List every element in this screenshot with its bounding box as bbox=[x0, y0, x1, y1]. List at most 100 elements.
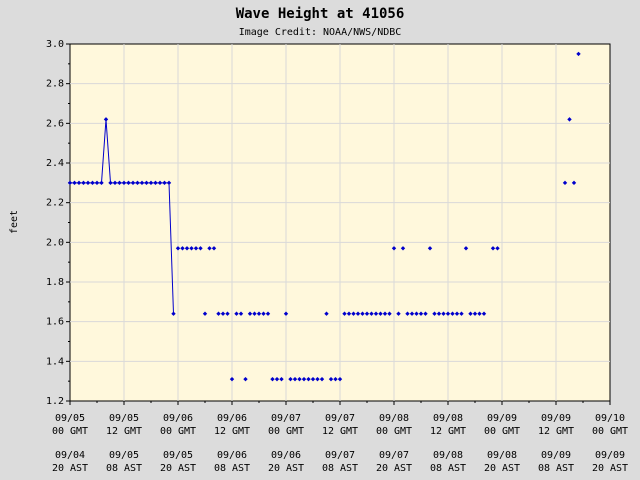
data-point bbox=[328, 376, 334, 382]
data-point bbox=[445, 311, 451, 316]
data-point bbox=[333, 376, 338, 382]
data-point bbox=[144, 180, 149, 186]
data-point bbox=[454, 311, 460, 316]
data-point bbox=[135, 180, 140, 186]
data-point bbox=[576, 51, 581, 57]
x-tick-label: 20 AST bbox=[160, 463, 196, 474]
x-tick-label: 00 GMT bbox=[268, 426, 304, 437]
x-tick-label: 00 GMT bbox=[160, 426, 196, 437]
y-tick-label: 1.2 bbox=[46, 396, 64, 407]
grid-lines bbox=[70, 44, 610, 401]
data-point bbox=[423, 311, 428, 316]
x-tick-label: 09/05 bbox=[109, 413, 139, 424]
y-tick-label: 2.4 bbox=[46, 158, 64, 169]
data-point bbox=[229, 376, 235, 382]
data-point bbox=[180, 246, 185, 251]
data-point bbox=[216, 311, 221, 316]
x-tick-label: 20 AST bbox=[592, 463, 628, 474]
x-tick-label: 00 GMT bbox=[52, 426, 88, 437]
x-tick-label: 12 GMT bbox=[214, 426, 250, 437]
x-tick-label: 09/08 bbox=[379, 413, 409, 424]
data-point bbox=[126, 180, 131, 186]
x-tick-label: 08 AST bbox=[538, 463, 574, 474]
data-point bbox=[400, 246, 406, 251]
data-point bbox=[342, 311, 347, 316]
x-tick-label: 09/08 bbox=[433, 413, 463, 424]
data-point bbox=[94, 180, 100, 186]
data-point bbox=[567, 117, 572, 122]
data-point bbox=[225, 311, 230, 316]
data-point bbox=[207, 246, 212, 251]
data-point bbox=[571, 180, 577, 186]
data-point bbox=[166, 180, 172, 186]
x-tick-label: 00 GMT bbox=[376, 426, 412, 437]
data-point bbox=[472, 311, 478, 316]
x-tick-label: 20 AST bbox=[484, 463, 520, 474]
data-point bbox=[378, 311, 383, 316]
x-tick-label: 12 GMT bbox=[538, 426, 574, 437]
data-point bbox=[450, 311, 455, 316]
data-point bbox=[193, 246, 199, 251]
y-tick-label: 1.6 bbox=[46, 317, 64, 328]
data-point bbox=[283, 311, 289, 316]
data-point bbox=[337, 376, 343, 382]
x-tick-label: 09/09 bbox=[541, 413, 571, 424]
data-point bbox=[234, 311, 239, 316]
x-tick-label: 09/04 bbox=[55, 450, 85, 461]
data-point bbox=[67, 180, 73, 186]
data-point bbox=[459, 311, 464, 316]
data-point bbox=[463, 246, 469, 251]
data-point bbox=[319, 376, 325, 382]
data-point bbox=[117, 180, 122, 186]
x-tick-label: 09/08 bbox=[487, 450, 517, 461]
data-point bbox=[418, 311, 424, 316]
data-point bbox=[391, 246, 397, 251]
data-point bbox=[189, 246, 194, 251]
y-tick-label: 2.2 bbox=[46, 198, 64, 209]
y-tick-label: 3.0 bbox=[46, 39, 64, 50]
x-tick-label: 09/05 bbox=[109, 450, 139, 461]
x-tick-label: 09/09 bbox=[487, 413, 517, 424]
x-tick-label: 09/06 bbox=[271, 450, 301, 461]
y-axis-label: feet bbox=[9, 210, 20, 234]
data-point bbox=[432, 311, 437, 316]
data-point bbox=[477, 311, 482, 316]
data-point bbox=[175, 246, 181, 251]
x-tick-label: 09/07 bbox=[271, 413, 301, 424]
data-point bbox=[468, 311, 473, 316]
data-point bbox=[261, 311, 266, 316]
data-point bbox=[306, 376, 311, 382]
data-point bbox=[414, 311, 419, 316]
data-series bbox=[67, 51, 581, 382]
data-point bbox=[265, 311, 271, 316]
x-tick-label: 08 AST bbox=[430, 463, 466, 474]
x-tick-label: 12 GMT bbox=[106, 426, 142, 437]
y-tick-label: 2.6 bbox=[46, 118, 64, 129]
data-point bbox=[247, 311, 253, 316]
data-point bbox=[121, 180, 127, 186]
data-point bbox=[346, 311, 352, 316]
data-point bbox=[364, 311, 370, 316]
x-tick-label: 08 AST bbox=[322, 463, 358, 474]
y-axis-ticks: 1.2 1.4 1.6 1.8 2.0 2.2 2.4 2.6 2.8 3.0 bbox=[46, 39, 70, 407]
data-point bbox=[436, 311, 442, 316]
x-tick-label: 09/06 bbox=[217, 450, 247, 461]
data-point bbox=[72, 180, 77, 186]
data-point bbox=[441, 311, 446, 316]
data-point bbox=[81, 180, 86, 186]
x-tick-label: 08 AST bbox=[214, 463, 250, 474]
data-point bbox=[387, 311, 392, 316]
y-tick-label: 2.8 bbox=[46, 79, 64, 90]
x-tick-label: 20 AST bbox=[376, 463, 412, 474]
data-point bbox=[162, 180, 167, 186]
x-tick-label: 09/07 bbox=[325, 450, 355, 461]
data-point bbox=[562, 180, 568, 186]
data-point bbox=[99, 180, 104, 186]
data-point bbox=[360, 311, 365, 316]
x-tick-label: 09/07 bbox=[379, 450, 409, 461]
x-tick-label: 08 AST bbox=[106, 463, 142, 474]
x-tick-label: 00 GMT bbox=[592, 426, 628, 437]
data-point bbox=[373, 311, 379, 316]
data-point bbox=[310, 376, 316, 382]
x-tick-label: 09/06 bbox=[163, 413, 193, 424]
